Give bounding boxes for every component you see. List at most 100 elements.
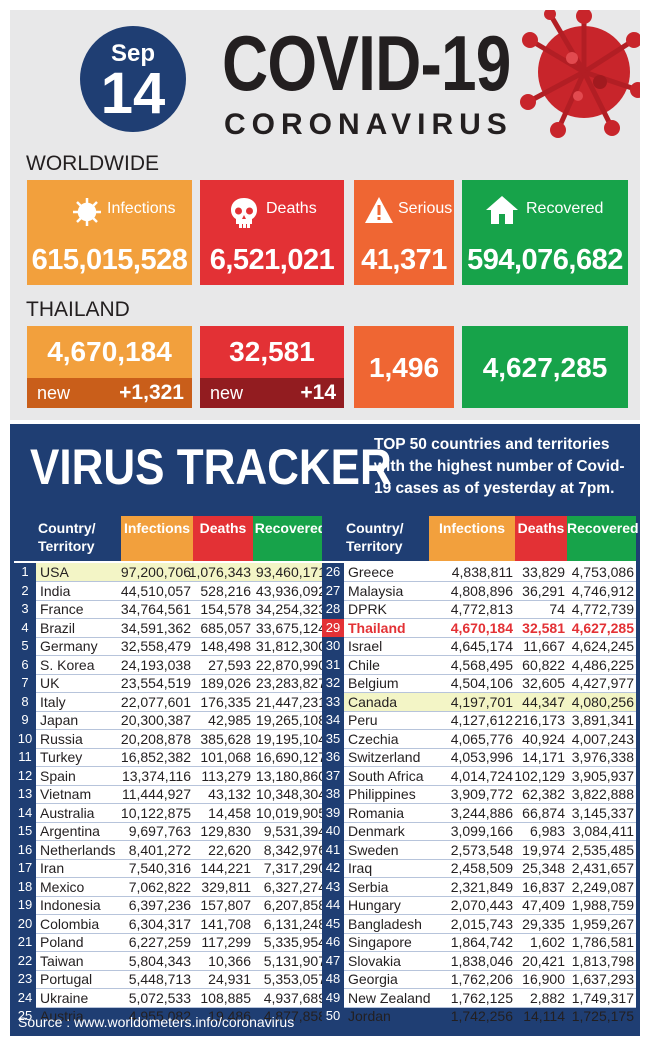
- recovered-cell: 5,353,057: [263, 971, 326, 987]
- infections-cell: 2,573,548: [450, 841, 513, 858]
- infections-cell: 34,764,561: [120, 601, 191, 617]
- table-row: 30 Israel 4,645,174 11,667 4,624,245: [322, 637, 636, 656]
- col-header-recovered: Recovered: [567, 516, 639, 561]
- recovered-cell: 2,535,485: [571, 841, 634, 858]
- rank-cell: 44: [322, 896, 344, 915]
- deaths-cell: 144,221: [200, 860, 251, 876]
- country-cell: UK: [40, 675, 60, 691]
- infections-cell: 6,397,236: [128, 897, 191, 913]
- country-cell: Canada: [348, 693, 398, 710]
- infections-cell: 4,504,106: [450, 675, 513, 691]
- recovered-cell: 6,131,248: [263, 915, 326, 932]
- deaths-cell: 25,348: [522, 860, 565, 876]
- recovered-cell: 31,812,300: [255, 638, 326, 654]
- recovered-cell: 93,460,171: [255, 564, 326, 580]
- country-cell: Singapore: [348, 934, 412, 950]
- rank-cell: 32: [322, 674, 344, 693]
- table-row: 46 Singapore 1,864,742 1,602 1,786,581: [322, 933, 636, 952]
- row-divider: [344, 599, 636, 601]
- infections-cell: 34,591,362: [120, 619, 191, 636]
- rank-cell: 10: [14, 729, 36, 748]
- table-row: 18 Mexico 7,062,822 329,811 6,327,274: [14, 877, 328, 896]
- infections-cell: 4,197,701: [450, 693, 513, 710]
- new-label: new: [210, 383, 244, 403]
- rank-cell: 35: [322, 729, 344, 748]
- row-divider: [36, 895, 328, 897]
- rank-cell: 2: [14, 581, 36, 600]
- row-divider: [344, 840, 636, 841]
- infections-cell: 1,864,742: [450, 934, 513, 950]
- deaths-cell: 1,602: [529, 934, 565, 950]
- row-divider: [344, 932, 636, 934]
- infections-cell: 2,070,443: [450, 897, 513, 913]
- virus-illustration-icon: [520, 10, 640, 138]
- infections-cell: 20,208,878: [120, 730, 191, 747]
- rank-cell: 11: [14, 748, 36, 767]
- recovered-cell: 3,976,338: [571, 749, 634, 765]
- row-divider: [36, 747, 328, 749]
- country-cell: Russia: [40, 730, 83, 747]
- recovered-cell: 1,988,759: [571, 897, 634, 913]
- sub-title: CORONAVIRUS: [224, 108, 513, 141]
- tracker-description-text: countries and territories with the highe…: [374, 436, 625, 497]
- row-divider: [36, 858, 328, 860]
- row-divider: [36, 581, 328, 582]
- rank-cell: 45: [322, 914, 344, 933]
- thailand-deaths-value: 32,581: [229, 336, 315, 367]
- virus-icon: [73, 198, 101, 226]
- worldwide-recovered-value: 594,076,682: [467, 244, 623, 276]
- rank-cell: 37: [322, 766, 344, 785]
- warning-icon: [365, 197, 393, 223]
- country-cell: Spain: [40, 767, 76, 784]
- deaths-cell: 129,830: [200, 823, 251, 839]
- table-row: 39 Romania 3,244,886 66,874 3,145,337: [322, 803, 636, 822]
- col-header-infections: Infections: [121, 516, 193, 561]
- thailand-new-deaths-bar: new +14: [200, 378, 344, 408]
- deaths-cell: 6,983: [529, 823, 565, 839]
- infections-cell: 4,772,813: [450, 601, 513, 617]
- rank-cell: 16: [14, 840, 36, 859]
- deaths-cell: 216,173: [514, 712, 565, 728]
- table-row: 2 India 44,510,057 528,216 43,936,092: [14, 581, 328, 600]
- recovered-cell: 33,675,124: [255, 619, 326, 636]
- country-cell: Brazil: [40, 619, 76, 636]
- deaths-cell: 113,279: [201, 767, 251, 784]
- recovered-cell: 3,905,937: [571, 767, 634, 784]
- rank-cell: 38: [322, 785, 344, 804]
- col-header-recovered: Recovered: [253, 516, 328, 561]
- deaths-cell: 29,335: [522, 915, 565, 932]
- infections-label: Infections: [107, 200, 176, 217]
- deaths-cell: 22,620: [208, 841, 251, 858]
- country-cell: Georgia: [348, 971, 398, 987]
- infections-cell: 4,670,184: [450, 619, 513, 636]
- row-divider: [344, 673, 636, 675]
- date-month: Sep: [110, 40, 155, 67]
- infections-cell: 16,852,382: [120, 749, 191, 765]
- recovered-cell: 1,959,267: [571, 915, 634, 932]
- col-header-deaths: Deaths: [515, 516, 567, 561]
- infections-cell: 13,374,116: [121, 767, 191, 784]
- recovered-label: Recovered: [526, 200, 604, 217]
- recovered-cell: 6,327,274: [263, 878, 326, 895]
- rank-cell: 48: [322, 970, 344, 989]
- deaths-cell: 19,486: [208, 1008, 251, 1024]
- table-row: 8 Italy 22,077,601 176,335 21,447,231: [14, 692, 328, 711]
- worldwide-serious-card: Serious 41,371: [354, 180, 454, 285]
- thailand-serious-value: 1,496: [368, 352, 440, 383]
- table-row: 7 UK 23,554,519 189,026 23,283,827: [14, 674, 328, 693]
- rank-cell: 26: [322, 563, 344, 582]
- rank-cell: 29: [322, 618, 344, 637]
- table-row: 44 Hungary 2,070,443 47,409 1,988,759: [322, 896, 636, 915]
- rank-cell: 33: [322, 692, 344, 711]
- table-row: 27 Malaysia 4,808,896 36,291 4,746,912: [322, 581, 636, 600]
- country-cell: Belgium: [348, 675, 399, 691]
- rank-cell: 49: [322, 988, 344, 1007]
- recovered-cell: 3,084,411: [572, 823, 634, 839]
- table-row: 31 Chile 4,568,495 60,822 4,486,225: [322, 655, 636, 674]
- recovered-cell: 22,870,990: [255, 656, 326, 673]
- recovered-cell: 5,335,954: [263, 934, 326, 950]
- rank-cell: 1: [14, 563, 36, 582]
- infections-cell: 10,122,875: [120, 804, 191, 821]
- worldwide-infections-value: 615,015,528: [31, 244, 188, 276]
- deaths-cell: 14,114: [523, 1008, 565, 1024]
